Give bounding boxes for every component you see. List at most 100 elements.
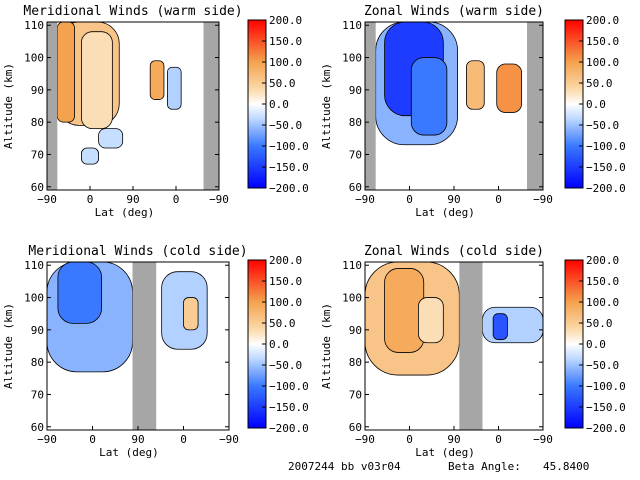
colorbar-tick-label: −200.0	[586, 422, 626, 435]
no-data-band	[459, 262, 483, 430]
footer-date-code: 2007244 bb v03r04	[288, 460, 401, 473]
colorbar-tick-label: −50.0	[586, 359, 619, 372]
y-tick-label: 110	[342, 259, 362, 272]
colorbar-tick-label: 100.0	[586, 296, 619, 309]
y-axis-label: Altitude (km)	[2, 303, 15, 389]
colorbar-tick-label: −150.0	[586, 161, 626, 174]
y-tick-label: 110	[342, 19, 362, 32]
x-axis-label: Lat (deg)	[95, 206, 155, 219]
colorbar-tick-label: −50.0	[586, 119, 619, 132]
colorbar-tick-label: 50.0	[586, 77, 613, 90]
contour-region	[492, 313, 508, 340]
colorbar-tick-label: 150.0	[269, 35, 302, 48]
colorbar-tick-label: −200.0	[269, 182, 309, 195]
contour-region	[496, 63, 523, 113]
no-data-band	[365, 22, 376, 190]
colorbar-tick-label: −200.0	[269, 422, 309, 435]
colorbar-tick-label: 0.0	[586, 98, 606, 111]
chart-title: Meridional Winds (warm side)	[23, 4, 242, 19]
contour-region	[482, 306, 544, 344]
colorbar-tick-label: −100.0	[269, 140, 309, 153]
colorbar-tick-label: −50.0	[269, 119, 302, 132]
x-tick-label: 90	[447, 193, 460, 206]
contour-region	[56, 21, 75, 123]
contour-region	[81, 147, 100, 165]
colorbar: 200.0 150.0 100.0 50.0 0.0 −50.0 −100.0 −150.0 −…	[247, 14, 309, 195]
chart-panel-2: 60 70 80 90 100 110 −90 0 90 0 −90 Zonal Winds (war…	[320, 4, 553, 219]
y-tick-label: 110	[24, 259, 44, 272]
contour-region	[81, 31, 113, 130]
colorbar-tick-label: −100.0	[269, 380, 309, 393]
x-axis-label: Lat (deg)	[415, 206, 475, 219]
x-tick-label: 90	[126, 193, 139, 206]
no-data-band	[47, 22, 58, 190]
footer-beta-value: 45.8400	[543, 460, 589, 473]
no-data-band	[132, 262, 157, 430]
colorbar-tick-label: 200.0	[269, 254, 302, 267]
y-tick-label: 90	[31, 84, 44, 97]
colorbar-tick-label: −150.0	[586, 401, 626, 414]
colorbar-tick-label: −100.0	[586, 140, 626, 153]
x-tick-label: −90	[533, 193, 553, 206]
y-tick-label: 80	[31, 356, 44, 369]
x-tick-label: 0	[495, 433, 502, 446]
colorbar-tick-label: −150.0	[269, 161, 309, 174]
colorbar-tick-label: 0.0	[586, 338, 606, 351]
y-tick-label: 90	[31, 324, 44, 337]
chart-panel-1: 60 70 80 90 100 110 −90 0 90 0 −90 Meridional Winds…	[2, 4, 243, 219]
x-tick-label: 0	[87, 193, 94, 206]
y-tick-label: 100	[24, 52, 44, 65]
x-tick-label: 0	[406, 193, 413, 206]
y-tick-label: 110	[24, 19, 44, 32]
y-tick-label: 100	[342, 52, 362, 65]
contour-region	[57, 261, 102, 324]
y-tick-label: 60	[349, 421, 362, 434]
x-axis-label: Lat (deg)	[415, 446, 475, 459]
colorbar-tick-label: 50.0	[269, 317, 296, 330]
colorbar-tick-label: 100.0	[269, 56, 302, 69]
x-tick-label: −90	[355, 193, 375, 206]
y-tick-label: 90	[349, 324, 362, 337]
no-data-band	[526, 22, 543, 190]
y-tick-label: 70	[349, 148, 362, 161]
colorbar-tick-label: −150.0	[269, 401, 309, 414]
colorbar: 200.0 150.0 100.0 50.0 0.0 −50.0 −100.0 −150.0 −…	[564, 254, 626, 435]
contour-region	[183, 297, 199, 331]
colorbar-tick-label: 200.0	[586, 14, 619, 27]
colorbar-tick-label: −100.0	[586, 380, 626, 393]
x-tick-label: −90	[533, 433, 553, 446]
colorbar-tick-label: 100.0	[586, 56, 619, 69]
x-tick-label: 0	[89, 433, 96, 446]
colorbar-tick-label: 100.0	[269, 296, 302, 309]
contour-region	[417, 297, 444, 344]
y-axis-label: Altitude (km)	[320, 63, 333, 149]
x-axis-label: Lat (deg)	[99, 446, 159, 459]
y-tick-label: 70	[31, 148, 44, 161]
x-tick-label: −90	[355, 433, 375, 446]
y-tick-label: 60	[31, 181, 44, 194]
contour-region	[98, 128, 124, 149]
x-tick-label: −90	[219, 433, 239, 446]
contour-region	[410, 57, 448, 136]
no-data-band	[203, 22, 219, 190]
colorbar-tick-label: 50.0	[269, 77, 296, 90]
x-tick-label: 90	[447, 433, 460, 446]
colorbar-tick-label: −200.0	[586, 182, 626, 195]
y-tick-label: 90	[349, 84, 362, 97]
y-axis-label: Altitude (km)	[320, 303, 333, 389]
colorbar-tick-label: 150.0	[586, 35, 619, 48]
colorbar-tick-label: 200.0	[586, 254, 619, 267]
y-axis-label: Altitude (km)	[2, 63, 15, 149]
chart-title: Meridional Winds (cold side)	[28, 244, 247, 259]
x-tick-label: 90	[131, 433, 144, 446]
y-tick-label: 80	[349, 356, 362, 369]
y-tick-label: 60	[349, 181, 362, 194]
contour-region	[466, 60, 485, 110]
colorbar-tick-label: −50.0	[269, 359, 302, 372]
y-tick-label: 80	[31, 116, 44, 129]
colorbar: 200.0 150.0 100.0 50.0 0.0 −50.0 −100.0 −150.0 −…	[247, 254, 309, 435]
contour-region	[384, 268, 425, 353]
chart-title: Zonal Winds (warm side)	[364, 4, 544, 19]
y-tick-label: 100	[24, 292, 44, 305]
